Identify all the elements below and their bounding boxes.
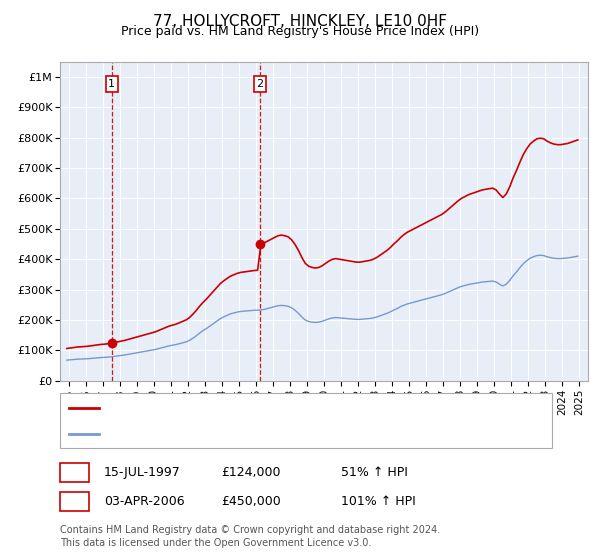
Text: Contains HM Land Registry data © Crown copyright and database right 2024.
This d: Contains HM Land Registry data © Crown c… — [60, 525, 440, 548]
Text: 2: 2 — [257, 79, 263, 89]
Text: 101% ↑ HPI: 101% ↑ HPI — [341, 494, 416, 508]
Text: 2: 2 — [70, 494, 79, 508]
Text: HPI: Average price, detached house, Hinckley and Bosworth: HPI: Average price, detached house, Hinc… — [106, 430, 441, 439]
Text: 77, HOLLYCROFT, HINCKLEY, LE10 0HF (detached house): 77, HOLLYCROFT, HINCKLEY, LE10 0HF (deta… — [106, 404, 422, 413]
Text: 1: 1 — [70, 465, 79, 479]
Text: £124,000: £124,000 — [221, 465, 280, 479]
Text: 51% ↑ HPI: 51% ↑ HPI — [341, 465, 407, 479]
Text: 1: 1 — [108, 79, 115, 89]
Point — [256, 240, 265, 249]
Text: Price paid vs. HM Land Registry's House Price Index (HPI): Price paid vs. HM Land Registry's House … — [121, 25, 479, 38]
Point — [107, 339, 116, 348]
Text: 77, HOLLYCROFT, HINCKLEY, LE10 0HF: 77, HOLLYCROFT, HINCKLEY, LE10 0HF — [153, 14, 447, 29]
Text: £450,000: £450,000 — [221, 494, 281, 508]
Text: 15-JUL-1997: 15-JUL-1997 — [104, 465, 181, 479]
Text: 03-APR-2006: 03-APR-2006 — [104, 494, 184, 508]
